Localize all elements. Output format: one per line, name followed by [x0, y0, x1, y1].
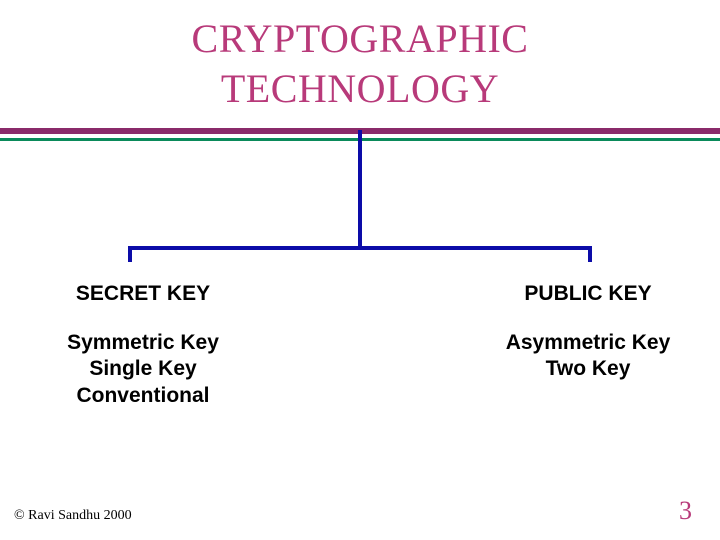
slide: CRYPTOGRAPHIC TECHNOLOGY SECRET KEY Symm…	[0, 0, 720, 540]
branch-label-right: PUBLIC KEY	[498, 282, 678, 306]
branch-desc-right: Asymmetric Key Two Key	[488, 330, 688, 383]
branch-desc-left: Symmetric Key Single Key Conventional	[48, 330, 238, 409]
branch-desc-left-line: Symmetric Key	[48, 330, 238, 356]
slide-title: CRYPTOGRAPHIC TECHNOLOGY	[0, 14, 720, 114]
title-line-1: CRYPTOGRAPHIC	[0, 14, 720, 64]
footer-page-number: 3	[679, 496, 692, 526]
tree-tick-right	[588, 246, 592, 262]
footer-copyright: © Ravi Sandhu 2000	[14, 508, 132, 524]
tree-tick-left	[128, 246, 132, 262]
branch-label-left: SECRET KEY	[58, 282, 228, 306]
title-line-2: TECHNOLOGY	[0, 64, 720, 114]
branch-desc-left-line: Single Key	[48, 356, 238, 382]
branch-desc-right-line: Asymmetric Key	[488, 330, 688, 356]
branch-desc-left-line: Conventional	[48, 383, 238, 409]
tree-connector-horizontal	[128, 246, 592, 250]
branch-desc-right-line: Two Key	[488, 356, 688, 382]
tree-connector-vertical	[358, 130, 362, 250]
